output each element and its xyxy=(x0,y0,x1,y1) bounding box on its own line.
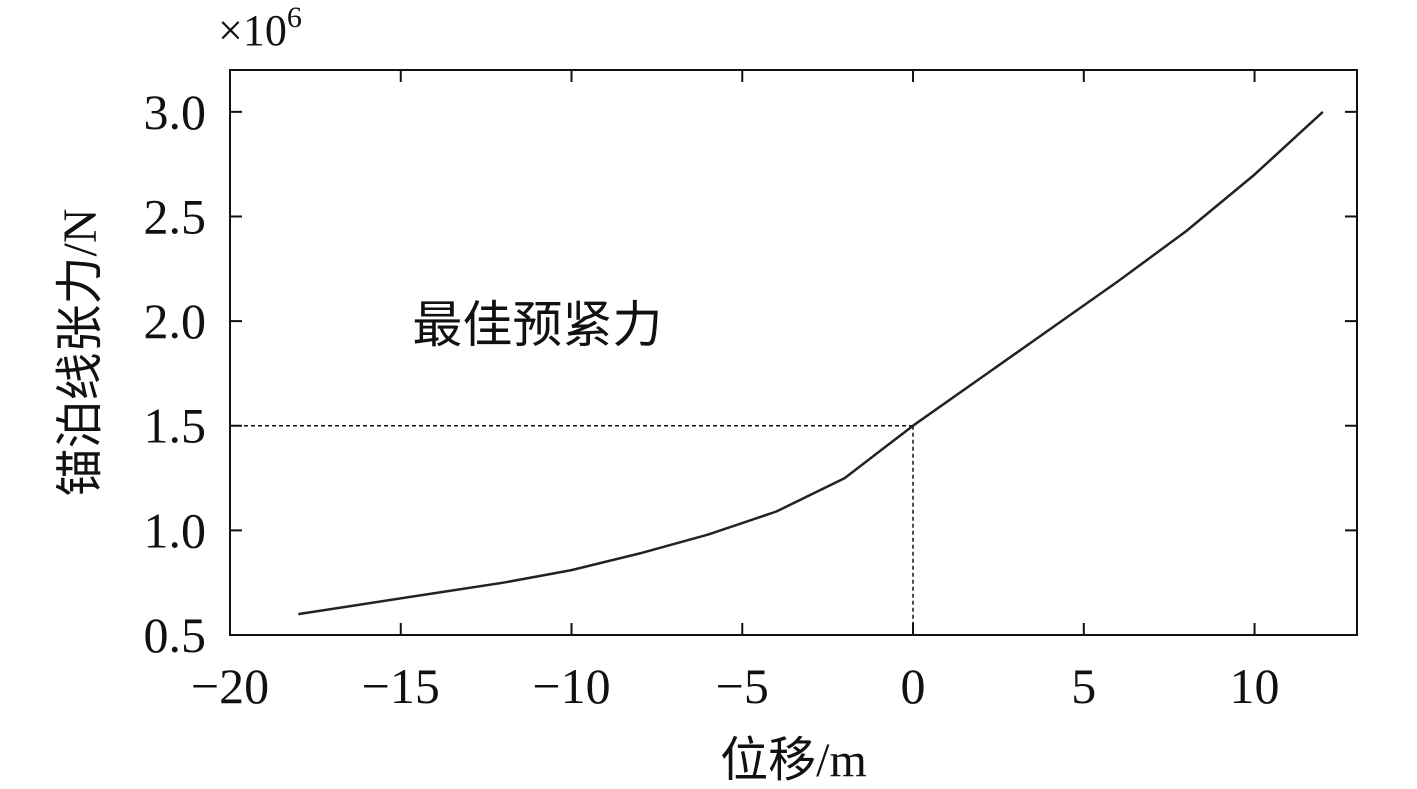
series-group xyxy=(298,110,1324,616)
y-axis: 0.5 1.0 1.5 2.0 2.5 3.0 xyxy=(144,84,1357,663)
x-tick-label: 5 xyxy=(1071,658,1096,714)
reference-lines xyxy=(230,424,914,635)
x-tick-label: −20 xyxy=(191,658,269,714)
y-tick-label: 0.5 xyxy=(144,607,207,663)
x-tick-label: −10 xyxy=(532,658,610,714)
y-tick-label: 1.5 xyxy=(144,398,207,454)
series-line xyxy=(298,110,1324,616)
x-tick-label: 10 xyxy=(1230,658,1280,714)
y-tick-label: 1.0 xyxy=(144,502,207,558)
y-tick-label: 3.0 xyxy=(144,84,207,140)
y-axis-multiplier: ×106 xyxy=(218,1,302,55)
plot-frame xyxy=(229,69,1358,636)
x-axis-title: 位移/m xyxy=(720,734,867,787)
y-multiplier-base: ×10 xyxy=(218,6,287,55)
y-tick-label: 2.5 xyxy=(144,188,207,244)
x-tick-label: 0 xyxy=(901,658,926,714)
y-tick-label: 2.0 xyxy=(144,293,207,349)
plot-border xyxy=(229,69,1358,636)
y-axis-title: 锚泊线张力/N xyxy=(54,208,107,496)
annotation-label: 最佳预紧力 xyxy=(412,297,662,353)
x-tick-label: −5 xyxy=(716,658,769,714)
x-axis: −20 −15 −10 −5 0 5 10 xyxy=(191,70,1280,714)
y-multiplier-exponent: 6 xyxy=(287,1,302,34)
x-tick-label: −15 xyxy=(362,658,440,714)
